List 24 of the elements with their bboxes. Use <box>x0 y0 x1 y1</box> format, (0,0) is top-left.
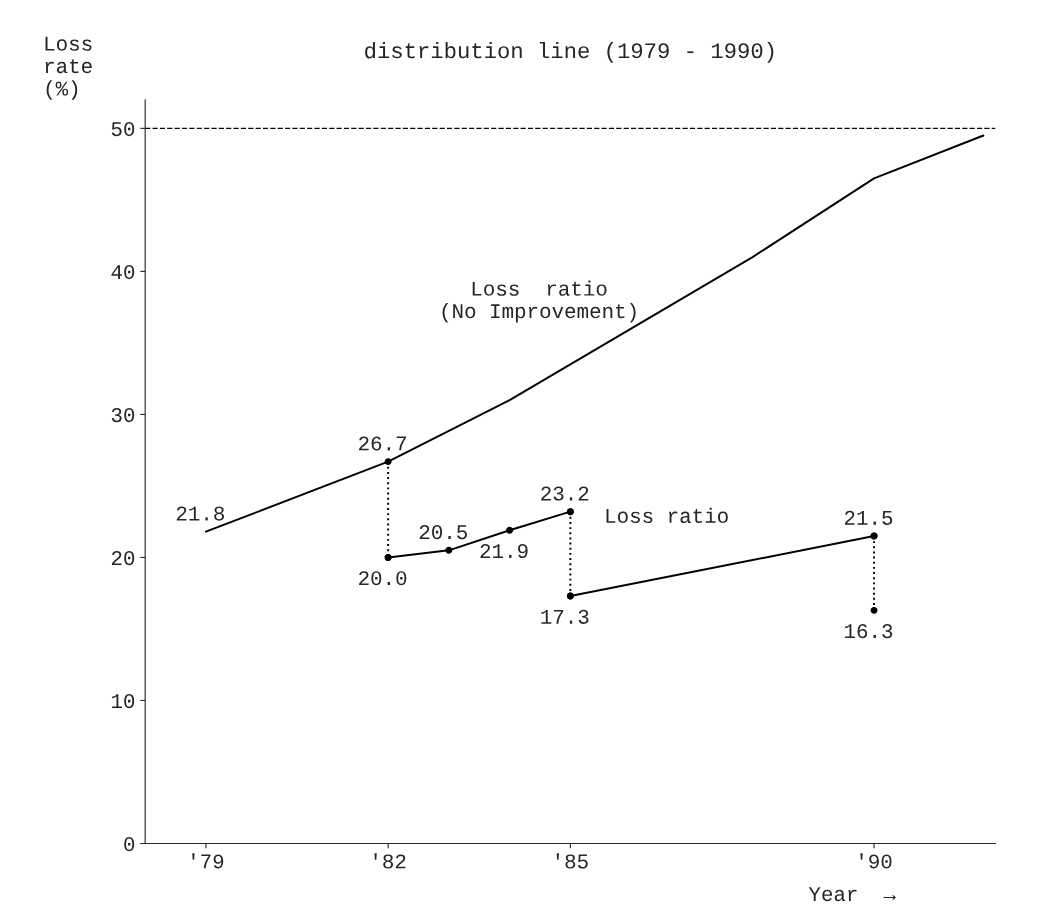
data-label: 16.3 <box>844 624 893 639</box>
series-label: Loss ratio (No Improvement) <box>442 280 636 323</box>
data-label: 17.3 <box>541 609 589 624</box>
data-label: 20.0 <box>359 571 407 586</box>
y-tick-label: 30 <box>111 408 135 423</box>
chart-title: distribution line (1979 - 1990) <box>365 42 774 63</box>
y-axis-title: Loss rate (%) <box>45 36 92 100</box>
data-label: 21.5 <box>844 510 893 525</box>
y-tick-label: 50 <box>111 121 135 137</box>
y-tick-label: 20 <box>111 551 135 566</box>
data-label: 20.5 <box>419 525 467 540</box>
x-tick-label: '79 <box>192 853 224 869</box>
data-label: 26.7 <box>359 436 406 451</box>
y-tick-label: 40 <box>111 265 135 280</box>
data-label: 21.8 <box>176 506 224 521</box>
x-tick-label: '85 <box>556 853 588 869</box>
y-tick-label: 10 <box>111 694 135 709</box>
x-tick-label: '82 <box>374 853 406 869</box>
x-axis-title: Year → <box>808 887 896 902</box>
series-label: Loss ratio <box>606 507 728 524</box>
data-label: 23.2 <box>541 486 589 501</box>
x-tick-label: '90 <box>860 853 892 869</box>
y-tick-label: 0 <box>124 837 135 852</box>
data-label: 21.9 <box>480 543 528 559</box>
